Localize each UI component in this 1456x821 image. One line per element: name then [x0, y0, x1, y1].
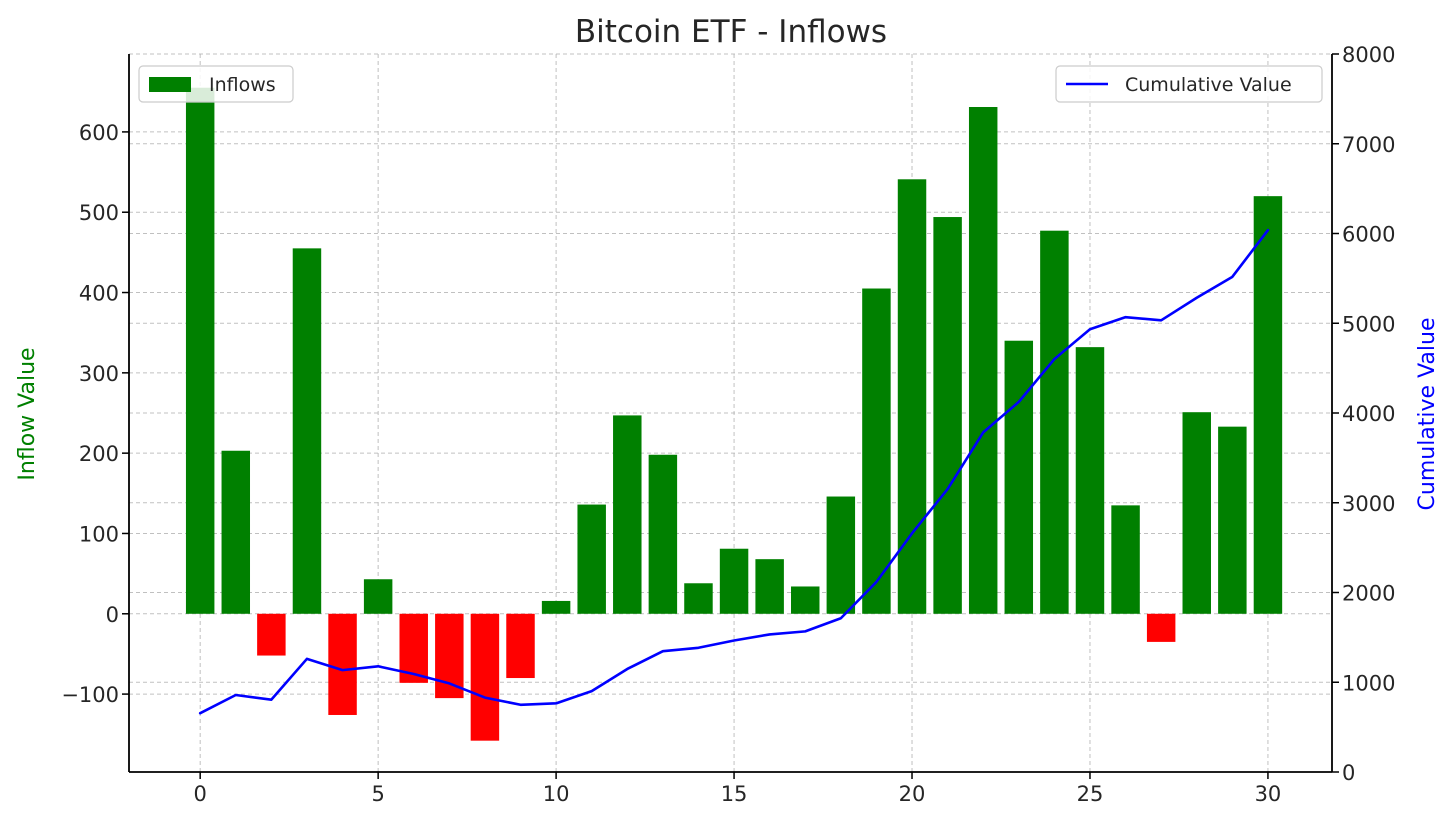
y-tick-label: 200: [79, 442, 119, 466]
x-tick-label: 25: [1077, 782, 1104, 806]
y2-tick-label: 4000: [1342, 402, 1395, 426]
y2-tick-label: 1000: [1342, 671, 1395, 695]
tick-labels: 0 5 10 15 20 25 30−100010020030040050060001000…: [61, 43, 1395, 806]
bar-inflow: [613, 415, 642, 614]
bar-inflow: [363, 579, 393, 614]
x-tick-label: 30: [1255, 782, 1282, 806]
bar-inflow: [1040, 230, 1069, 614]
y-axis-label-right: Cumulative Value: [1415, 318, 1440, 511]
bar-inflow: [1182, 412, 1211, 614]
y-tick-label: 300: [79, 362, 119, 386]
bar-inflow: [257, 613, 286, 656]
bar-inflow: [328, 613, 357, 715]
chart-title: Bitcoin ETF - Inflows: [575, 14, 887, 50]
x-tick-label: 10: [543, 782, 570, 806]
legend-inflows: Inflows: [138, 65, 294, 103]
bar-inflow: [185, 87, 215, 614]
y2-tick-label: 8000: [1342, 43, 1395, 67]
bar-inflow: [221, 450, 251, 614]
y2-tick-label: 7000: [1342, 133, 1395, 157]
legend-bar-swatch: [149, 77, 191, 92]
bar-inflow: [435, 613, 464, 699]
y-tick-label: 0: [106, 603, 119, 627]
bar-inflow: [577, 504, 606, 614]
bar-inflow: [755, 559, 784, 614]
bar-inflow: [933, 217, 962, 614]
y-tick-label: −100: [61, 683, 119, 707]
bar-inflow: [292, 248, 322, 614]
bar-inflow: [1111, 505, 1140, 614]
bar-inflow: [648, 454, 678, 614]
bars: [185, 87, 1283, 741]
x-tick-label: 0: [193, 782, 206, 806]
bar-inflow: [897, 179, 927, 614]
bar-inflow: [1004, 340, 1034, 614]
y2-tick-label: 6000: [1342, 223, 1395, 247]
x-tick-label: 5: [371, 782, 384, 806]
bar-inflow: [1218, 426, 1247, 614]
bar-inflow: [541, 600, 571, 614]
legend-cumulative: Cumulative Value: [1055, 65, 1323, 103]
y2-tick-label: 3000: [1342, 492, 1395, 516]
cumulative-line: [198, 228, 1270, 715]
bar-inflow: [1253, 196, 1283, 614]
bar-inflow: [470, 613, 500, 741]
x-tick-label: 15: [721, 782, 748, 806]
bar-inflow: [826, 496, 856, 614]
y-tick-label: 500: [79, 201, 119, 225]
y-axis-label-left: Inflow Value: [15, 347, 40, 480]
bar-inflow: [1075, 347, 1105, 614]
x-tick-label: 20: [899, 782, 926, 806]
bar-inflow: [791, 586, 820, 614]
y-tick-label: 600: [79, 121, 119, 145]
y-tick-label: 100: [79, 522, 119, 546]
bar-inflow: [719, 548, 749, 614]
y-tick-label: 400: [79, 282, 119, 306]
bar-inflow: [862, 288, 891, 614]
y2-tick-label: 5000: [1342, 312, 1395, 336]
cumulative-line-layer: [198, 228, 1270, 715]
bar-inflow: [506, 613, 535, 679]
y2-tick-label: 2000: [1342, 582, 1395, 606]
bar-inflow: [684, 583, 713, 614]
bar-inflow: [1146, 613, 1176, 642]
legend-label-cumulative: Cumulative Value: [1125, 74, 1292, 96]
bar-inflow: [968, 107, 998, 614]
y2-tick-label: 0: [1342, 761, 1355, 785]
legend-label-inflows: Inflows: [209, 74, 276, 96]
legend-box: [138, 65, 294, 103]
legend-box: [1055, 65, 1323, 103]
